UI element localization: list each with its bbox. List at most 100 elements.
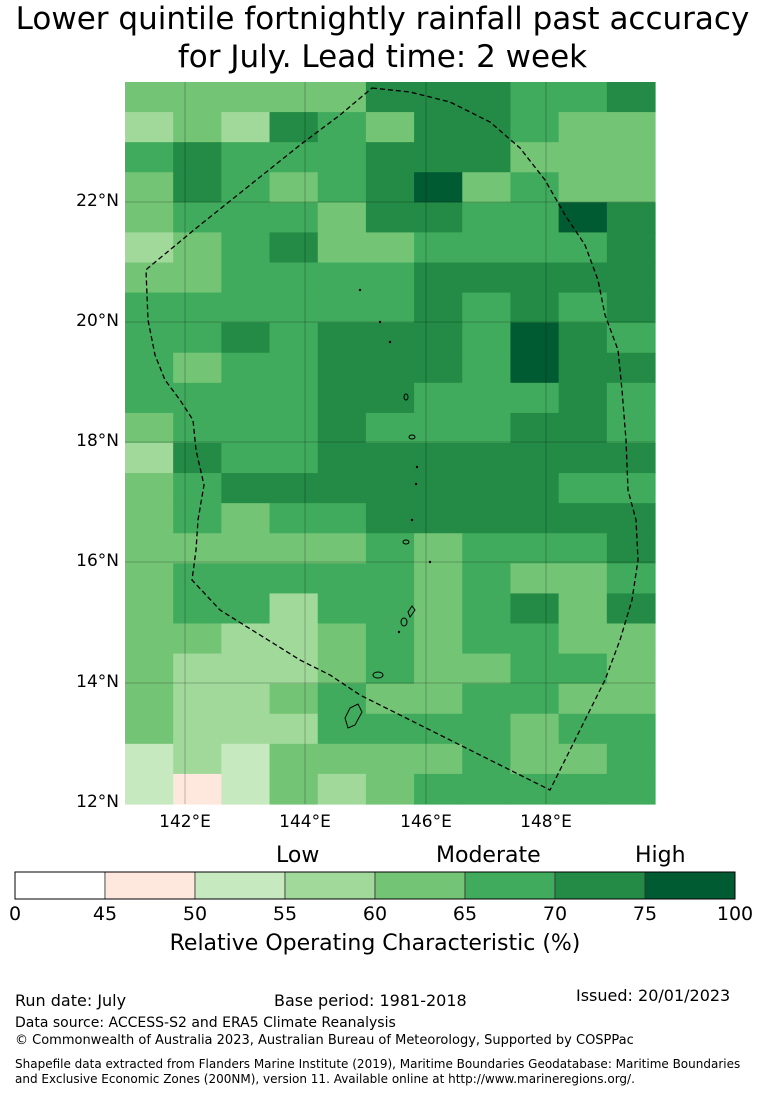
grid-cell bbox=[510, 112, 560, 143]
lon-label-148e: 148°E bbox=[520, 812, 572, 832]
grid-cell bbox=[173, 382, 222, 414]
run-date: Run date: July bbox=[15, 991, 127, 1010]
grid-cell bbox=[173, 292, 222, 324]
grid-cell bbox=[173, 503, 222, 534]
grid-cell bbox=[510, 533, 560, 564]
grid-cell bbox=[510, 743, 560, 775]
grid-cell bbox=[221, 202, 271, 234]
grid-cell bbox=[173, 683, 222, 715]
grid-cell bbox=[221, 713, 271, 745]
grid-cell bbox=[414, 623, 463, 655]
grid-cell bbox=[125, 232, 174, 264]
grid-cell bbox=[173, 262, 222, 294]
lat-label-16n: 16°N bbox=[76, 551, 119, 571]
grid-cell bbox=[462, 262, 512, 294]
grid-cell bbox=[365, 623, 415, 655]
grid-cell bbox=[365, 142, 415, 173]
grid-cell bbox=[414, 653, 463, 685]
grid-cell bbox=[317, 172, 367, 203]
grid-cell bbox=[606, 503, 656, 534]
grid-cell bbox=[558, 713, 608, 745]
grid-cell bbox=[365, 473, 415, 504]
grid-cell bbox=[221, 593, 271, 625]
grid-cell bbox=[414, 232, 463, 264]
grid-cell bbox=[558, 533, 608, 564]
grid-cell bbox=[558, 262, 608, 294]
grid-cell bbox=[125, 533, 174, 564]
grid-cell bbox=[317, 322, 367, 354]
grid-cell bbox=[317, 232, 367, 264]
grid-cell bbox=[269, 412, 319, 444]
grid-cell bbox=[365, 743, 415, 775]
grid-cell bbox=[510, 352, 560, 384]
lon-label-144e: 144°E bbox=[279, 812, 331, 832]
grid-cell bbox=[414, 382, 463, 414]
grid-cell bbox=[606, 593, 656, 625]
grid-cell bbox=[173, 172, 222, 203]
grid-cell bbox=[125, 683, 174, 715]
grid-cell bbox=[606, 382, 656, 414]
grid-cell bbox=[365, 232, 415, 264]
grid-cell bbox=[462, 112, 512, 143]
grid-cell bbox=[269, 443, 319, 474]
grid-cell bbox=[414, 172, 463, 203]
grid-cell bbox=[606, 292, 656, 324]
grid-cell bbox=[558, 473, 608, 504]
colorbar-segment bbox=[464, 871, 556, 900]
grid-cell bbox=[462, 623, 512, 655]
grid-cell bbox=[414, 202, 463, 234]
grid-cell bbox=[462, 232, 512, 264]
grid-cell bbox=[269, 503, 319, 534]
grid-cell bbox=[125, 112, 174, 143]
grid-cell bbox=[173, 623, 222, 655]
grid-cell bbox=[365, 112, 415, 143]
grid-cell bbox=[462, 533, 512, 564]
colorbar-tick-50: 50 bbox=[182, 903, 208, 925]
grid-cell bbox=[558, 683, 608, 715]
grid-cell bbox=[173, 412, 222, 444]
colorbar-tick-100: 100 bbox=[716, 903, 754, 925]
grid-cell bbox=[414, 112, 463, 143]
grid-cell bbox=[414, 773, 463, 805]
grid-cell bbox=[317, 683, 367, 715]
grid-cell bbox=[365, 262, 415, 294]
grid-cell bbox=[125, 142, 174, 173]
title-line-2: for July. Lead time: 2 week bbox=[177, 39, 588, 75]
grid-cell bbox=[269, 172, 319, 203]
grid-cell bbox=[462, 202, 512, 234]
grid-cell bbox=[173, 533, 222, 564]
grid-cell bbox=[125, 593, 174, 625]
grid-cell bbox=[221, 412, 271, 444]
grid-cell bbox=[173, 232, 222, 264]
grid-cell bbox=[365, 322, 415, 354]
data-source: Data source: ACCESS-S2 and ERA5 Climate … bbox=[15, 1015, 396, 1031]
grid-cell bbox=[173, 112, 222, 143]
grid-cell bbox=[317, 653, 367, 685]
grid-cell bbox=[365, 503, 415, 534]
grid-cell bbox=[558, 82, 608, 113]
grid-cell bbox=[125, 172, 174, 203]
grid-cell bbox=[125, 412, 174, 444]
islands bbox=[344, 393, 416, 729]
grid-cell bbox=[606, 262, 656, 294]
grid-cell bbox=[269, 82, 319, 113]
grid-cell bbox=[365, 653, 415, 685]
grid-cell bbox=[606, 412, 656, 444]
grid-cell bbox=[221, 142, 271, 173]
grid-cell bbox=[510, 623, 560, 655]
grid-cell bbox=[414, 743, 463, 775]
grid-cell bbox=[606, 112, 656, 143]
grid-cell bbox=[365, 683, 415, 715]
grid-cell bbox=[462, 713, 512, 745]
grid-cell bbox=[173, 563, 222, 595]
grid-cell bbox=[462, 473, 512, 504]
grid-cell bbox=[558, 172, 608, 203]
grid-cell bbox=[221, 503, 271, 534]
grid-cell bbox=[221, 232, 271, 264]
lat-lon-gridlines bbox=[125, 82, 655, 804]
grid-cell bbox=[558, 142, 608, 173]
small-islands bbox=[358, 288, 432, 634]
grid-cell bbox=[462, 593, 512, 625]
chart-title: Lower quintile fortnightly rainfall past… bbox=[0, 0, 765, 76]
grid-cell bbox=[510, 593, 560, 625]
